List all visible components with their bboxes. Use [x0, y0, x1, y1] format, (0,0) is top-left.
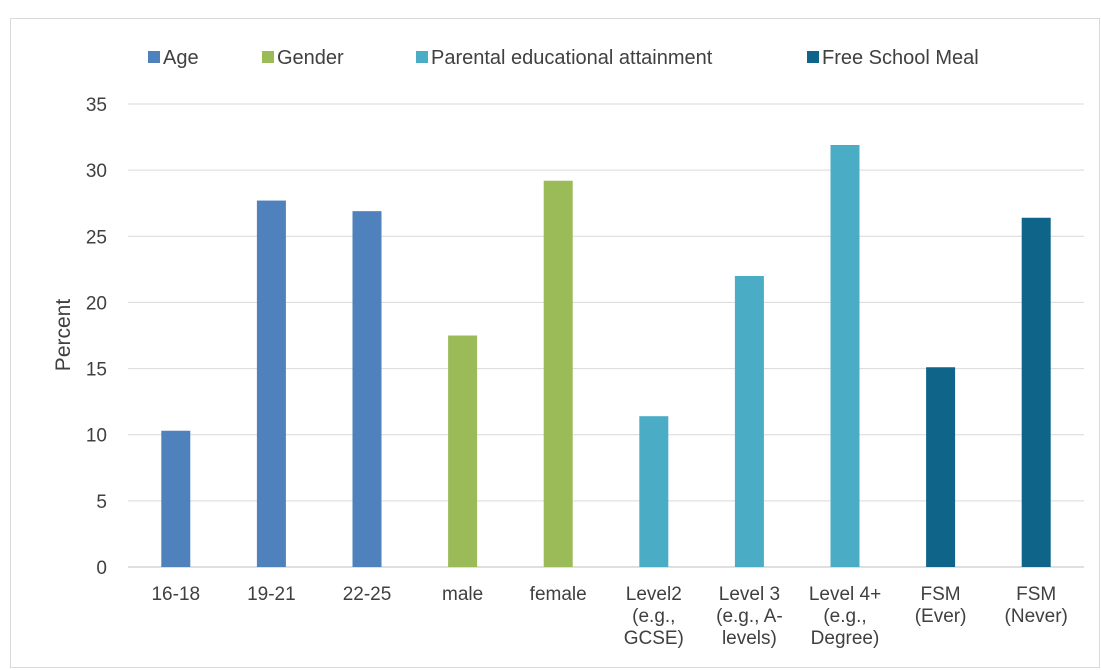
y-tick-label: 30	[86, 161, 107, 182]
bars	[161, 145, 1051, 567]
x-tick-label: female	[530, 584, 587, 605]
bar-gender	[448, 335, 478, 567]
bar-age	[352, 211, 382, 567]
y-tick-label: 15	[86, 360, 107, 381]
x-tick-label: FSM (Ever)	[915, 584, 967, 627]
y-tick-label: 35	[86, 95, 107, 116]
y-tick-labels: 0 5 10 15 20 25 30 35	[86, 95, 107, 579]
legend-label: Gender	[277, 47, 344, 69]
legend: Age Gender Parental educational attainment…	[148, 47, 979, 69]
legend-swatch	[807, 51, 819, 63]
x-tick-label: 19-21	[247, 584, 296, 605]
bar-parental-educational-attainment	[734, 275, 764, 567]
legend-label: Age	[163, 47, 199, 69]
y-tick-label: 5	[96, 492, 107, 513]
bar-free-school-meal	[926, 367, 956, 567]
x-tick-label: male	[442, 584, 483, 605]
bar-parental-educational-attainment	[639, 416, 669, 567]
x-tick-labels: 16-18 19-21 22-25 male female Level2 (e.g., GCS…	[151, 584, 1067, 649]
legend-swatch	[262, 51, 274, 63]
x-tick-label: Level 3 (e.g., A-levels)	[716, 584, 783, 649]
bar-gender	[543, 180, 573, 567]
x-tick-label: Level 4+ (e.g., Degree)	[809, 584, 881, 649]
bar-age	[161, 430, 191, 567]
y-tick-label: 0	[96, 558, 107, 579]
legend-swatch	[416, 51, 428, 63]
bar-parental-educational-attainment	[830, 145, 860, 567]
x-tick-label: Level2 (e.g., GCSE)	[624, 584, 684, 649]
legend-label: Free School Meal	[822, 47, 979, 69]
x-tick-label: 22-25	[343, 584, 392, 605]
y-tick-label: 25	[86, 227, 107, 248]
bar-free-school-meal	[1021, 217, 1051, 567]
x-tick-label: 16-18	[151, 584, 200, 605]
y-axis-title: Percent	[52, 299, 75, 372]
bar-age	[256, 200, 286, 567]
legend-label: Parental educational attainment	[431, 47, 713, 69]
gridlines	[128, 103, 1084, 568]
legend-swatch	[148, 51, 160, 63]
y-tick-label: 20	[86, 293, 107, 314]
x-tick-label: FSM (Never)	[1005, 584, 1068, 627]
y-tick-label: 10	[86, 426, 107, 447]
